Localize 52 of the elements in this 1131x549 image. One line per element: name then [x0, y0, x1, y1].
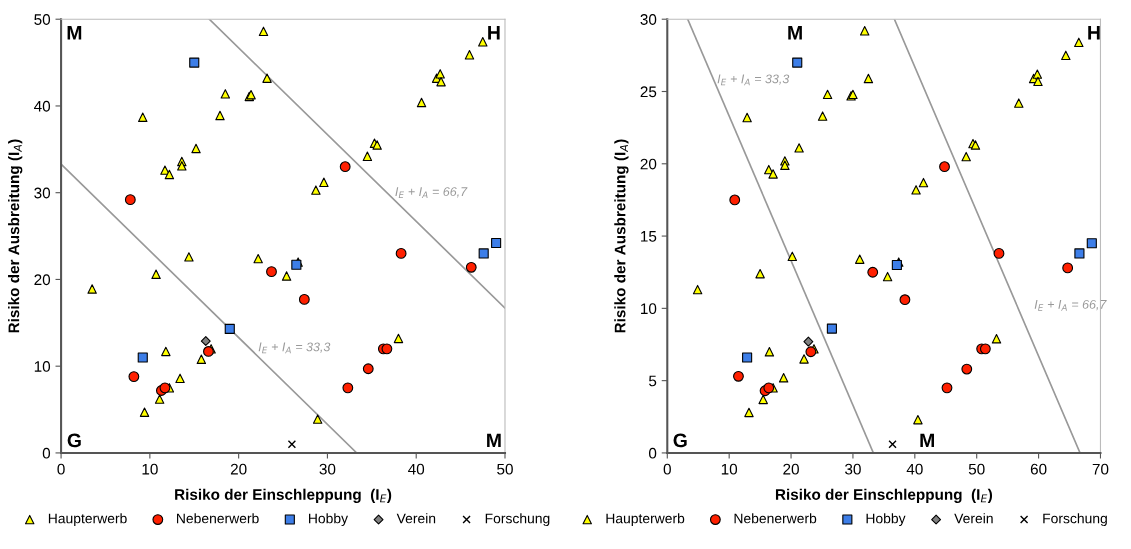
- x-axis-title: Risiko der Einschleppung (I$_{E}$): [775, 488, 993, 503]
- y-tick-label: 20: [34, 274, 51, 286]
- y-tick-label: 5: [648, 375, 657, 387]
- annotation: H: [1088, 26, 1100, 40]
- x-tick-label: 40: [906, 463, 923, 475]
- x-tick-label: 10: [142, 463, 158, 475]
- y-tick-label: 0: [42, 447, 51, 459]
- annotation: I$_{E}$ + I$_{A}$ = 33,3: [717, 74, 790, 86]
- y-axis-title: Risiko der Ausbreitung (I$_{A}$): [8, 139, 23, 333]
- y-tick-label: 30: [34, 187, 51, 199]
- y-tick-label: 25: [640, 86, 657, 98]
- y-tick-label: 50: [34, 14, 51, 25]
- x-tick-label: 0: [57, 463, 65, 475]
- annotation: G: [67, 433, 81, 448]
- y-tick-label: 10: [34, 361, 51, 372]
- y-axis-title: Risiko der Ausbreitung (I$_{A}$): [614, 139, 629, 333]
- x-tick-label: 30: [319, 463, 336, 475]
- x-tick-label: 20: [783, 463, 799, 475]
- legend-label: Verein: [396, 513, 436, 524]
- y-tick-label: 0: [648, 447, 657, 459]
- legend-label: Hobby: [309, 513, 348, 527]
- x-tick-label: 40: [408, 463, 425, 475]
- annotation: M: [487, 433, 501, 448]
- x-tick-label: 0: [663, 463, 671, 475]
- y-tick-label: 40: [34, 100, 51, 112]
- legend-label: Nebenerwerb: [177, 513, 259, 524]
- y-tick-label: 20: [640, 158, 657, 170]
- legend-label: Nebenerwerb: [734, 513, 817, 524]
- y-tick-label: 15: [641, 231, 657, 242]
- legend-label: Hobby: [866, 513, 906, 527]
- annotation: H: [488, 26, 500, 40]
- legend-label: Haupterwerb: [48, 513, 127, 527]
- annotation: I$_{E}$ + I$_{A}$ = 33,3: [258, 342, 331, 354]
- x-tick-label: 10: [721, 463, 738, 475]
- x-tick-label: 50: [497, 463, 513, 475]
- legend-label: Haupterwerb: [606, 513, 685, 527]
- x-tick-label: 20: [230, 463, 247, 475]
- legend-label: Forschung: [1043, 513, 1107, 527]
- legend-label: Forschung: [485, 513, 550, 527]
- x-axis-title: Risiko der Einschleppung (I$_{E}$): [175, 488, 392, 503]
- annotation: G: [673, 433, 687, 448]
- annotation: I$_{E}$ + I$_{A}$ = 66,7: [395, 187, 468, 198]
- x-tick-label: 60: [1030, 463, 1047, 475]
- x-tick-label: 50: [968, 463, 985, 475]
- y-tick-label: 30: [640, 14, 657, 25]
- y-tick-label: 10: [641, 303, 657, 315]
- annotation: M: [67, 26, 82, 40]
- legend-label: Verein: [954, 513, 993, 524]
- x-tick-label: 30: [845, 463, 861, 475]
- annotation: M: [920, 433, 934, 448]
- annotation: M: [788, 26, 802, 40]
- x-tick-label: 70: [1092, 463, 1109, 475]
